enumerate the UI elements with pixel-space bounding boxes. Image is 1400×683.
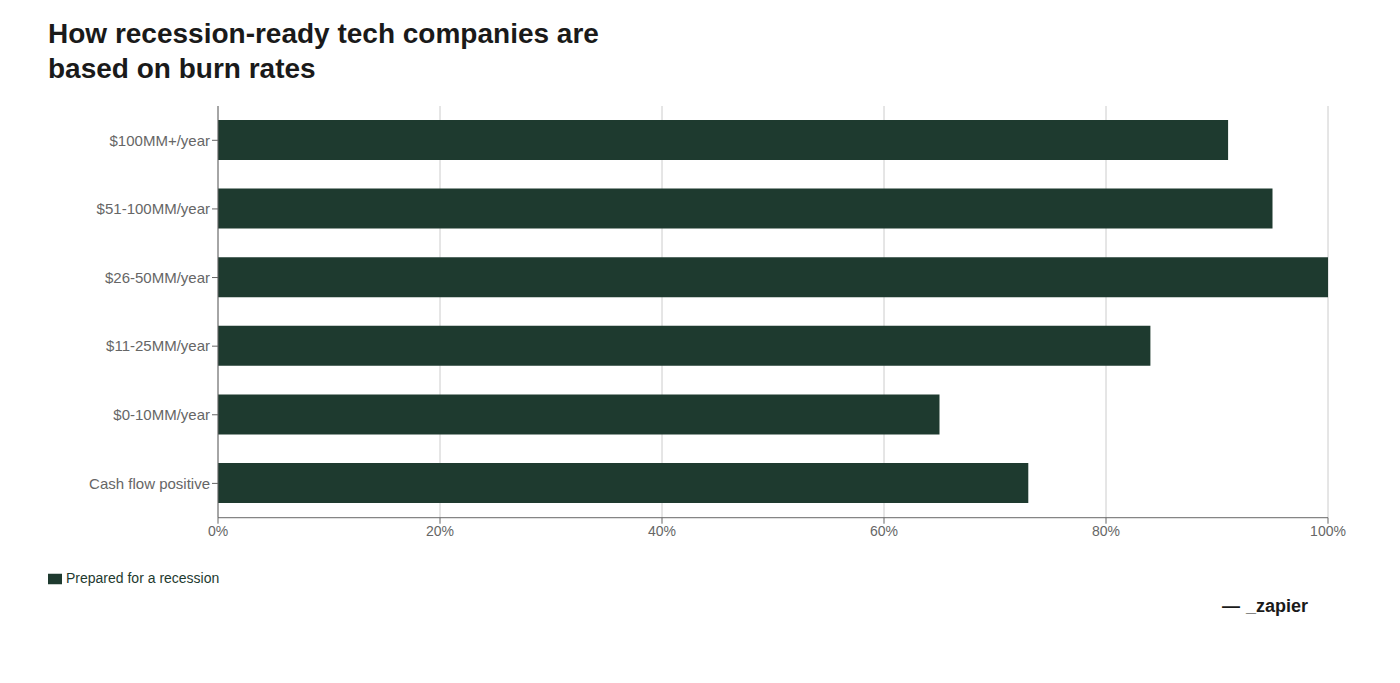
svg-text:$51-100MM/year: $51-100MM/year [97,200,210,217]
html-text:— _zapier: — _zapier [1222,596,1308,616]
svg-text:Cash flow positive: Cash flow positive [89,475,210,492]
svg-text:20%: 20% [426,523,454,539]
svg-text:$26-50MM/year: $26-50MM/year [105,269,210,286]
svg-text:60%: 60% [870,523,898,539]
svg-text:100%: 100% [1310,523,1346,539]
svg-text:80%: 80% [1092,523,1120,539]
svg-text:$11-25MM/year: $11-25MM/year [106,337,210,354]
svg-text:$0-10MM/year: $0-10MM/year [113,406,210,423]
html-text:How recession-ready tech compa: How recession-ready tech companies are [48,18,599,49]
svg-text:$100MM+/year: $100MM+/year [110,132,210,149]
svg-text:0%: 0% [208,523,228,539]
html-text:based on burn rates: based on burn rates [48,53,316,84]
html-text:Prepared for a recession: Prepared for a recession [66,569,220,586]
svg-text:40%: 40% [648,523,676,539]
